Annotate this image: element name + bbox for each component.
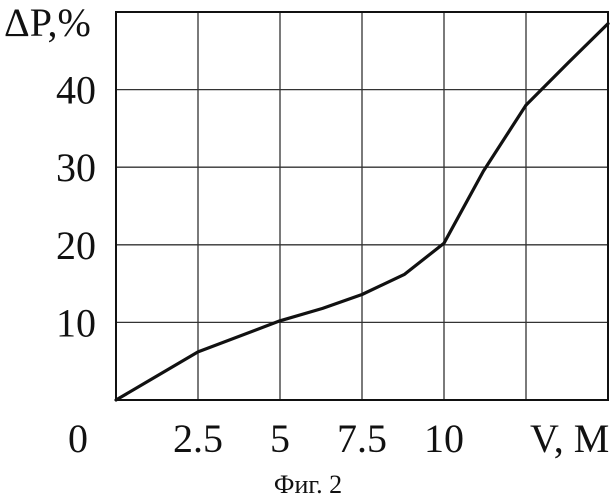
x-axis-label: V, M [530, 416, 609, 461]
x-tick-label: 5 [270, 416, 290, 461]
x-tick-label: 7.5 [337, 416, 387, 461]
x-tick-label: 2.5 [173, 416, 223, 461]
y-tick-label: 30 [56, 145, 96, 190]
figure-caption: Фиг. 2 [274, 470, 342, 499]
y-tick-label: 10 [56, 300, 96, 345]
y-axis-label: ΔP,% [4, 0, 91, 45]
x-tick-labels: 2.5 5 7.5 10 [173, 416, 464, 461]
y-tick-labels: 10 20 30 40 [56, 68, 96, 346]
grid-lines [116, 12, 608, 400]
origin-label: 0 [68, 416, 88, 461]
x-tick-label: 10 [424, 416, 464, 461]
y-tick-label: 40 [56, 68, 96, 113]
y-tick-label: 20 [56, 223, 96, 268]
